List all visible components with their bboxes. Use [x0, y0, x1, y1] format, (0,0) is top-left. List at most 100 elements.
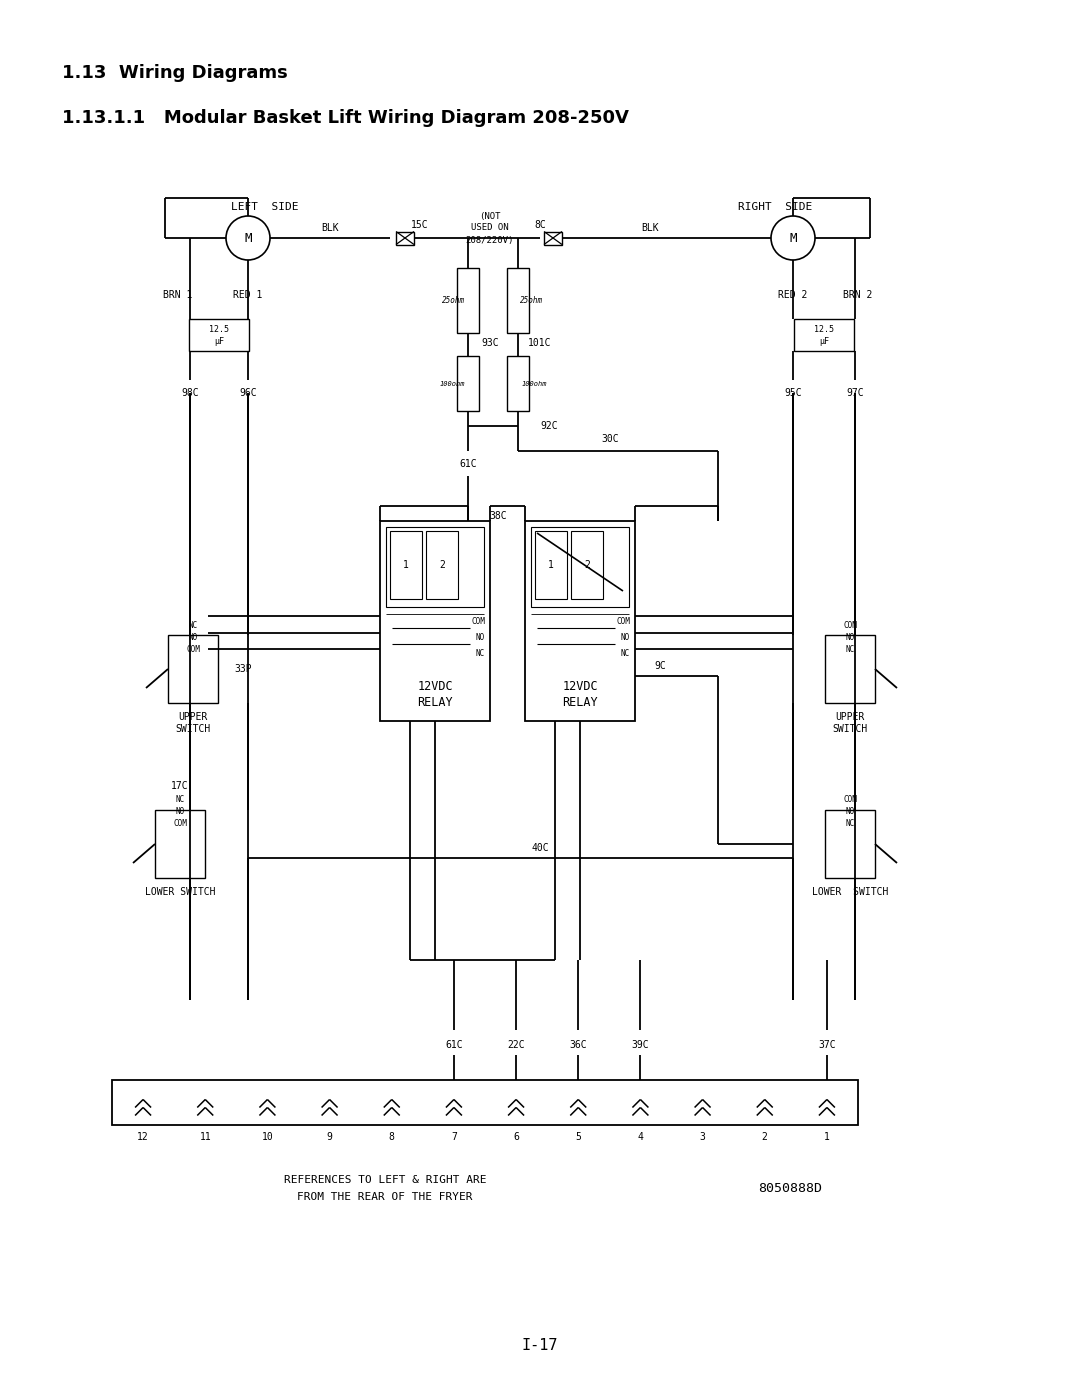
Text: 100ohm: 100ohm: [522, 380, 546, 387]
Bar: [507, 356, 529, 411]
Text: SWITCH: SWITCH: [175, 724, 211, 733]
Text: 2: 2: [761, 1132, 768, 1141]
Text: COM: COM: [843, 620, 856, 630]
Text: BRN 2: BRN 2: [843, 291, 873, 300]
Text: 38C: 38C: [489, 511, 507, 521]
Text: LOWER SWITCH: LOWER SWITCH: [145, 887, 215, 897]
Text: 39C: 39C: [632, 1039, 649, 1051]
Text: 40C: 40C: [531, 842, 549, 854]
Text: I-17: I-17: [522, 1337, 558, 1352]
Text: 17C: 17C: [172, 781, 189, 791]
Text: 96C: 96C: [239, 388, 257, 398]
Text: 97C: 97C: [847, 388, 864, 398]
Text: REFERENCES TO LEFT & RIGHT ARE: REFERENCES TO LEFT & RIGHT ARE: [284, 1175, 486, 1185]
Text: 10: 10: [261, 1132, 273, 1141]
Text: UPPER: UPPER: [178, 712, 207, 722]
Text: LEFT  SIDE: LEFT SIDE: [231, 203, 299, 212]
Text: 37C: 37C: [819, 1039, 836, 1051]
Text: 101C: 101C: [528, 338, 552, 348]
Text: (NOT: (NOT: [480, 211, 501, 221]
Text: SWITCH: SWITCH: [833, 724, 867, 733]
Text: 1.13.1.1   Modular Basket Lift Wiring Diagram 208-250V: 1.13.1.1 Modular Basket Lift Wiring Diag…: [62, 109, 629, 127]
Text: NO: NO: [476, 633, 485, 641]
Text: 1.13  Wiring Diagrams: 1.13 Wiring Diagrams: [62, 64, 287, 82]
Text: NC: NC: [188, 620, 198, 630]
Text: 6: 6: [513, 1132, 519, 1141]
Text: NC: NC: [846, 820, 854, 828]
Text: NO: NO: [175, 807, 185, 816]
Text: 8C: 8C: [535, 219, 545, 231]
Bar: [535, 531, 567, 599]
Text: NC: NC: [476, 648, 485, 658]
Text: 33P: 33P: [234, 664, 252, 673]
Text: 1: 1: [403, 560, 409, 570]
Text: BLK: BLK: [642, 224, 659, 233]
Text: COM: COM: [471, 616, 485, 626]
Bar: [386, 527, 484, 608]
Text: 12VDC: 12VDC: [417, 679, 453, 693]
Text: 3: 3: [700, 1132, 705, 1141]
Text: USED ON: USED ON: [471, 224, 509, 232]
Bar: [396, 232, 414, 244]
Text: BRN 1: BRN 1: [163, 291, 192, 300]
Bar: [571, 531, 603, 599]
Text: UPPER: UPPER: [835, 712, 865, 722]
Text: COM: COM: [173, 820, 187, 828]
Bar: [168, 636, 218, 703]
Text: RED 2: RED 2: [779, 291, 808, 300]
Text: 7: 7: [451, 1132, 457, 1141]
Text: 95C: 95C: [784, 388, 801, 398]
Bar: [794, 319, 854, 351]
Text: 25ohm: 25ohm: [521, 296, 543, 305]
Text: 93C: 93C: [482, 338, 499, 348]
Text: 92C: 92C: [540, 420, 557, 432]
Text: LOWER  SWITCH: LOWER SWITCH: [812, 887, 888, 897]
Text: 1: 1: [548, 560, 554, 570]
Text: 25ohm: 25ohm: [443, 296, 465, 305]
Text: RELAY: RELAY: [563, 697, 598, 710]
Text: 98C: 98C: [181, 388, 199, 398]
Text: NC: NC: [846, 644, 854, 654]
Bar: [457, 268, 480, 332]
Bar: [525, 521, 635, 721]
Text: BLK: BLK: [321, 224, 339, 233]
Text: 12: 12: [137, 1132, 149, 1141]
Text: 9: 9: [326, 1132, 333, 1141]
Bar: [825, 810, 875, 877]
Text: 22C: 22C: [508, 1039, 525, 1051]
Text: NC: NC: [621, 648, 630, 658]
Text: 30C: 30C: [602, 434, 619, 444]
Text: M: M: [244, 232, 252, 244]
Bar: [156, 810, 205, 877]
Text: COM: COM: [843, 795, 856, 805]
Text: M: M: [789, 232, 797, 244]
Text: 12VDC: 12VDC: [563, 679, 598, 693]
Text: 208/220V): 208/220V): [465, 236, 514, 244]
Bar: [426, 531, 458, 599]
Text: 1: 1: [824, 1132, 829, 1141]
Bar: [457, 356, 480, 411]
Text: μF: μF: [214, 338, 224, 346]
Text: 4: 4: [637, 1132, 644, 1141]
Bar: [380, 521, 490, 721]
Text: NC: NC: [175, 795, 185, 805]
Bar: [544, 232, 562, 244]
Text: 61C: 61C: [445, 1039, 462, 1051]
Text: 100ohm: 100ohm: [440, 380, 464, 387]
Text: 12.5: 12.5: [814, 326, 834, 334]
Text: 15C: 15C: [411, 219, 429, 231]
Text: 9C: 9C: [654, 661, 666, 671]
Text: 2: 2: [440, 560, 445, 570]
Circle shape: [226, 217, 270, 260]
Bar: [189, 319, 249, 351]
Bar: [825, 636, 875, 703]
Bar: [531, 527, 629, 608]
Text: 61C: 61C: [459, 460, 476, 469]
Text: FROM THE REAR OF THE FRYER: FROM THE REAR OF THE FRYER: [297, 1192, 473, 1201]
Text: NO: NO: [188, 633, 198, 641]
Text: μF: μF: [819, 338, 829, 346]
Text: COM: COM: [616, 616, 630, 626]
Bar: [507, 268, 529, 332]
Text: NO: NO: [846, 633, 854, 641]
Text: 11: 11: [200, 1132, 211, 1141]
